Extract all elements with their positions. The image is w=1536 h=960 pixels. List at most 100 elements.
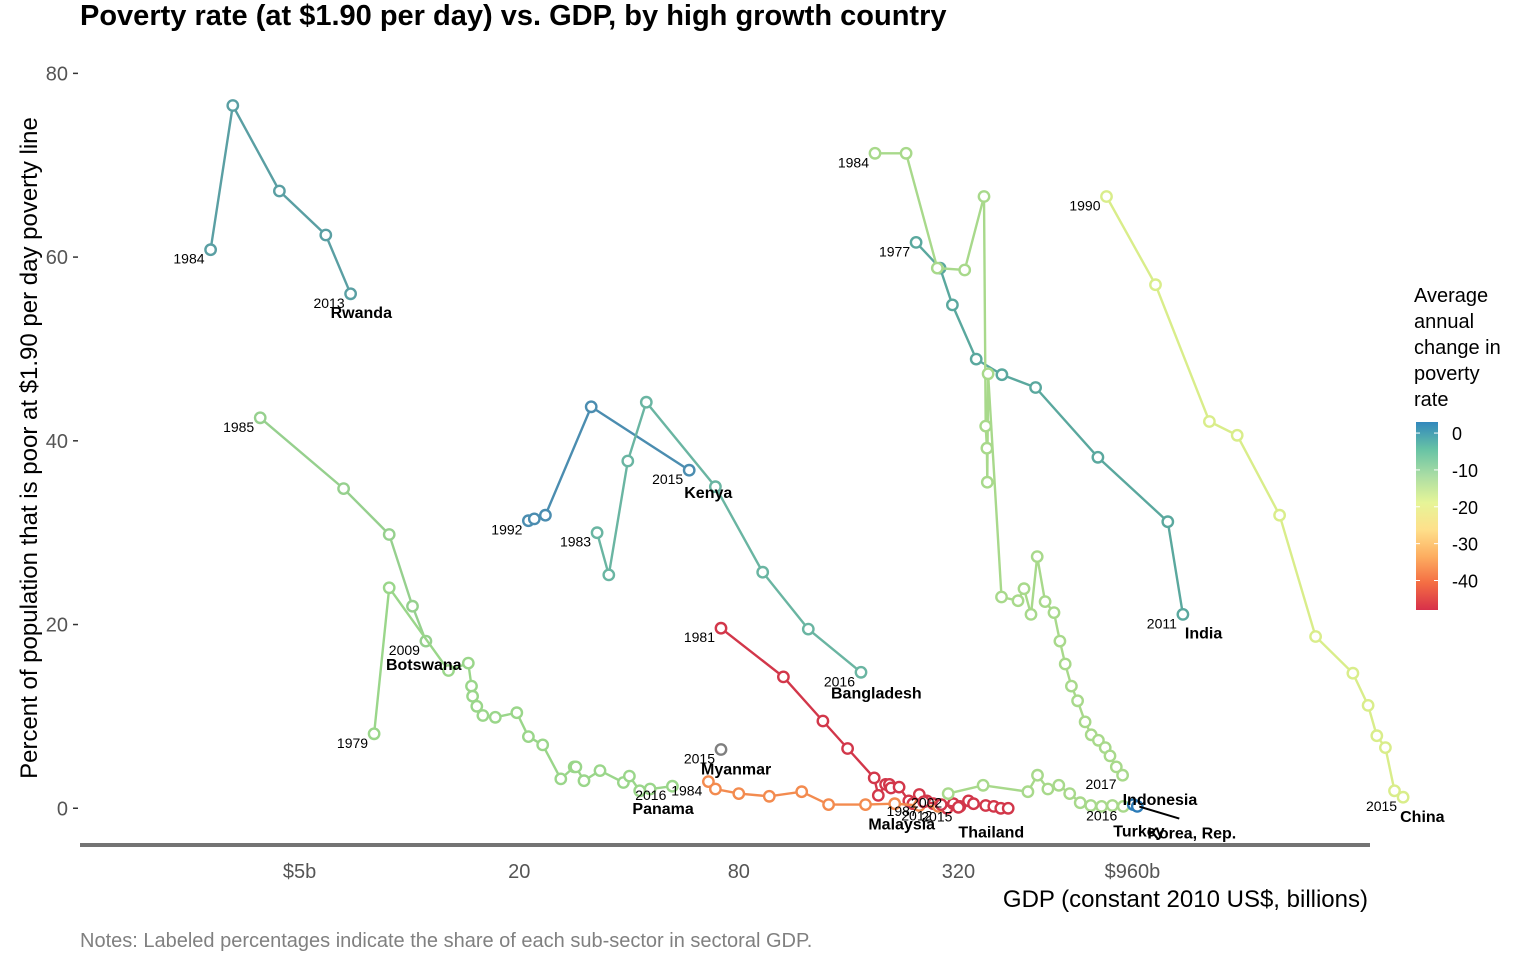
data-point	[1346, 666, 1360, 680]
x-tick-label: 20	[508, 861, 530, 883]
data-point	[967, 797, 980, 811]
data-point	[569, 760, 583, 774]
legend-title-line: rate	[1414, 389, 1449, 411]
x-axis-title: GDP (constant 2010 US$, billions)	[1002, 886, 1368, 913]
data-point	[639, 395, 653, 409]
data-point	[1017, 582, 1031, 596]
series-line	[720, 627, 1009, 810]
series-line	[915, 241, 1185, 615]
data-point	[1091, 450, 1105, 464]
country-label: Malaysia	[868, 817, 935, 834]
data-point	[584, 400, 598, 414]
year-label: 2016	[635, 787, 666, 803]
data-point	[382, 581, 396, 595]
label-layer: 1984 2013 1985 2009 1979 2016 1992 2015 1983 2016…	[173, 154, 1444, 842]
series-korea-rep-	[1126, 798, 1144, 813]
data-point	[465, 679, 478, 693]
callout-line	[1139, 805, 1180, 820]
data-point	[253, 411, 267, 425]
legend-tick-label: 0	[1452, 424, 1462, 444]
data-point	[1030, 550, 1044, 563]
data-point	[590, 526, 604, 540]
country-label: Kenya	[684, 485, 732, 502]
year-label: 2016	[824, 673, 855, 689]
data-point	[941, 787, 955, 800]
y-tick-label: 60	[46, 247, 68, 269]
data-point	[1031, 768, 1044, 782]
year-label: 2002	[911, 795, 942, 811]
data-point	[816, 714, 830, 728]
legend-tick-label: -20	[1452, 498, 1478, 518]
data-point	[488, 710, 502, 724]
data-point	[801, 622, 815, 636]
data-point	[1161, 515, 1175, 529]
series-indonesia	[868, 146, 1130, 782]
data-point	[593, 764, 607, 777]
data-point	[909, 235, 923, 249]
data-point	[272, 184, 286, 198]
data-point	[977, 190, 991, 203]
series-line	[259, 416, 428, 642]
legend-title-line: annual	[1414, 311, 1475, 333]
data-point	[226, 99, 240, 112]
year-label: 2015	[684, 750, 715, 766]
year-label: 1979	[337, 735, 368, 751]
country-label: Rwanda	[331, 305, 392, 322]
data-point	[859, 798, 872, 811]
data-point	[466, 689, 479, 703]
data-point	[1203, 415, 1216, 428]
year-label: 1987	[887, 803, 918, 819]
data-point	[714, 743, 728, 756]
country-label: China	[1400, 809, 1445, 826]
series-line	[595, 399, 862, 674]
data-point	[756, 565, 770, 579]
data-point	[1011, 594, 1025, 608]
data-point	[899, 146, 913, 160]
data-point	[732, 787, 746, 800]
series-kenya	[522, 400, 696, 528]
data-point	[1071, 694, 1085, 708]
data-point	[892, 780, 906, 794]
data-point	[1041, 782, 1055, 796]
country-label: Panama	[632, 801, 693, 818]
data-point	[995, 368, 1009, 382]
series-line	[1105, 195, 1404, 799]
series-myanmar	[714, 743, 728, 756]
data-point	[1047, 606, 1061, 619]
legend-title-line: change in	[1414, 337, 1501, 359]
year-label: 1983	[560, 534, 591, 550]
data-point	[1309, 630, 1323, 643]
data-point	[981, 367, 995, 381]
legend-tick-label: -40	[1452, 572, 1478, 592]
data-point	[976, 778, 990, 792]
year-label: 1984	[173, 251, 204, 267]
country-label: Thailand	[958, 824, 1024, 841]
series-line	[372, 584, 673, 793]
data-point	[841, 742, 854, 755]
data-point	[709, 782, 722, 796]
series-rwanda	[204, 99, 357, 301]
year-label: 1977	[879, 243, 910, 259]
data-point	[762, 789, 776, 803]
year-label: 1984	[671, 783, 702, 799]
chart-title: Poverty rate (at $1.90 per day) vs. GDP,…	[80, 0, 947, 32]
x-tick-label: 320	[942, 861, 975, 883]
data-point	[979, 419, 993, 433]
data-point	[1063, 787, 1077, 800]
y-tick-label: 80	[46, 63, 68, 85]
legend-title-line: Average	[1414, 285, 1489, 307]
data-point	[1024, 608, 1038, 621]
x-tick-label: $960b	[1105, 861, 1161, 883]
series-turkey	[941, 768, 1130, 813]
y-tick-label: 0	[57, 798, 68, 820]
data-point	[1058, 657, 1072, 671]
data-point	[539, 508, 552, 522]
axes: $5b 20 80 320 $960b 0 20 40 60 80	[46, 63, 1370, 883]
data-point	[476, 709, 490, 722]
data-point	[980, 475, 994, 489]
data-point	[952, 800, 965, 814]
country-label: Botswana	[386, 657, 462, 674]
data-point	[643, 782, 657, 796]
data-point	[777, 670, 790, 684]
